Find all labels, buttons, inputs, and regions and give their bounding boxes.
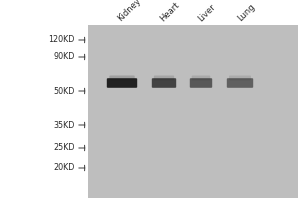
Text: 120KD: 120KD bbox=[48, 36, 74, 45]
Text: Liver: Liver bbox=[196, 2, 217, 23]
FancyBboxPatch shape bbox=[109, 76, 135, 80]
Text: 35KD: 35KD bbox=[53, 120, 74, 130]
FancyBboxPatch shape bbox=[190, 78, 212, 88]
Text: 25KD: 25KD bbox=[53, 144, 74, 152]
FancyBboxPatch shape bbox=[107, 78, 137, 88]
Text: Lung: Lung bbox=[236, 2, 257, 23]
Text: Kidney: Kidney bbox=[116, 0, 143, 23]
Text: Heart: Heart bbox=[158, 0, 181, 23]
Text: 90KD: 90KD bbox=[53, 52, 74, 61]
FancyBboxPatch shape bbox=[229, 76, 251, 80]
Text: 20KD: 20KD bbox=[53, 163, 74, 172]
Bar bbox=[88, 25, 298, 198]
Text: 50KD: 50KD bbox=[53, 87, 74, 96]
FancyBboxPatch shape bbox=[154, 76, 174, 80]
FancyBboxPatch shape bbox=[152, 78, 176, 88]
FancyBboxPatch shape bbox=[227, 78, 253, 88]
FancyBboxPatch shape bbox=[192, 76, 210, 80]
